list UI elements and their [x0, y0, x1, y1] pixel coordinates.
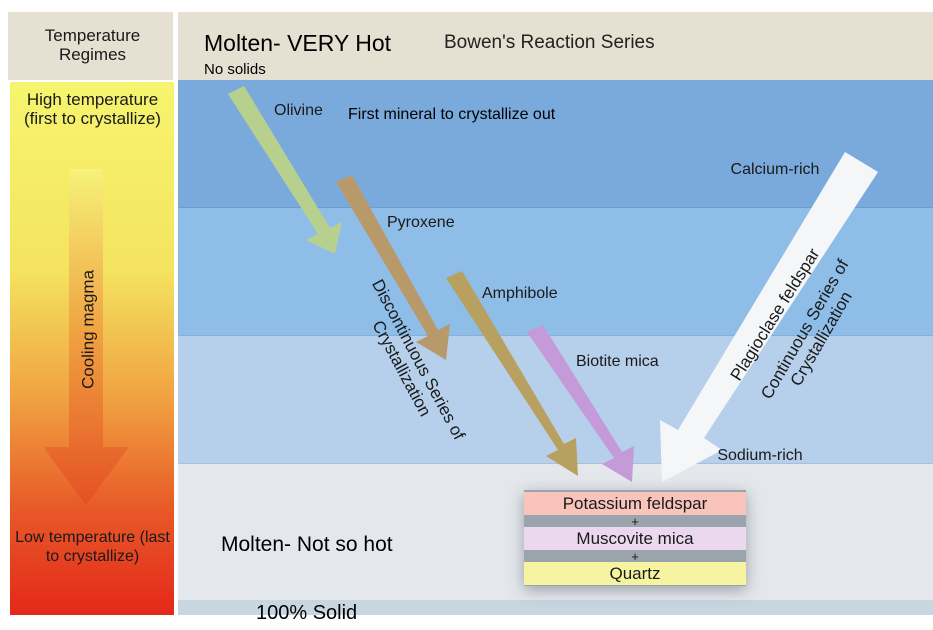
high-temperature-label: High temperature (first to crystallize) [24, 90, 161, 128]
main-subtitle: No solids [204, 61, 266, 78]
bottom-strip [178, 600, 933, 615]
pyroxene-arrow-icon [336, 175, 450, 360]
molten-not-so-hot-label: Molten- Not so hot [221, 533, 393, 556]
biotite-arrow-icon [527, 325, 634, 482]
pyroxene-label: Pyroxene [387, 214, 455, 231]
header-main [178, 12, 933, 80]
muscovite-mica: Muscovite mica [524, 527, 746, 550]
sodium-rich-label: Sodium-rich [717, 447, 803, 464]
plagioclase-arrow-icon [660, 152, 878, 482]
plus-1: + [631, 514, 639, 529]
header-left [8, 12, 173, 80]
solid-label: 100% Solid [256, 602, 358, 624]
potassium-feldspar: Potassium feldspar [524, 492, 746, 515]
amphibole-label: Amphibole [482, 285, 558, 302]
olivine-arrow-icon [228, 86, 342, 254]
plus-2: + [631, 549, 639, 564]
calcium-rich-label: Calcium-rich [730, 161, 820, 178]
low-temperature-label: Low temperature (last to crystallize) [15, 529, 170, 565]
temperature-regimes-title: Temperature Regimes [44, 26, 141, 64]
amphibole-arrow-icon [446, 271, 578, 476]
series-title: Bowen's Reaction Series [444, 32, 655, 53]
main-title: Molten- VERY Hot [204, 30, 392, 56]
cooling-arrow-icon [45, 169, 129, 505]
olivine-label: Olivine [274, 102, 323, 119]
biotite-label: Biotite mica [576, 353, 659, 370]
quartz: Quartz [524, 562, 746, 585]
olivine-note: First mineral to crystallize out [348, 106, 556, 123]
